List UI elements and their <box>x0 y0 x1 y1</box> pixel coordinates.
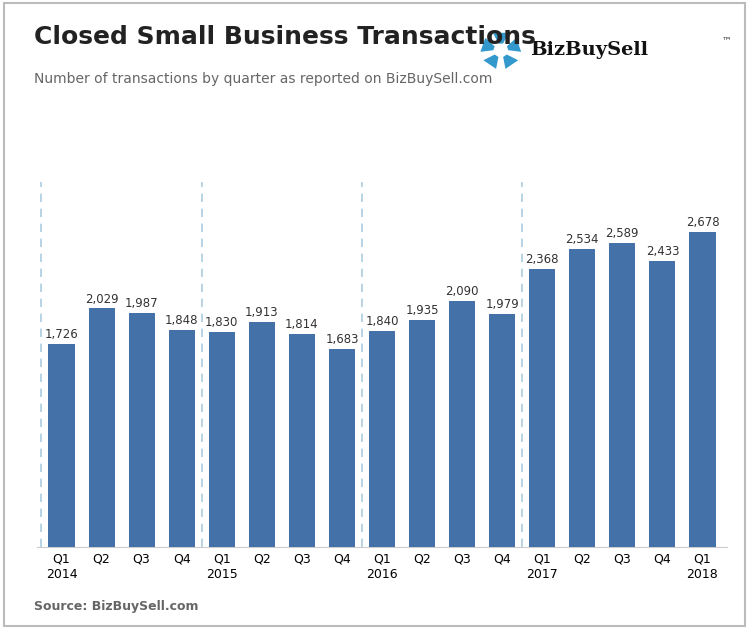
Bar <box>610 243 635 547</box>
Text: Source: BizBuySell.com: Source: BizBuySell.com <box>34 600 198 613</box>
Bar <box>690 232 715 547</box>
Text: 1,840: 1,840 <box>366 314 398 328</box>
Text: 2,589: 2,589 <box>606 226 639 240</box>
Text: Closed Small Business Transactions: Closed Small Business Transactions <box>34 25 536 49</box>
Text: 2,678: 2,678 <box>685 216 719 229</box>
Bar <box>489 314 515 547</box>
Bar <box>329 349 355 547</box>
Text: 2,534: 2,534 <box>565 233 599 246</box>
Bar <box>530 269 555 547</box>
Text: 2,090: 2,090 <box>446 286 479 298</box>
Text: 2,433: 2,433 <box>646 245 679 258</box>
Polygon shape <box>479 36 496 53</box>
Text: 1,987: 1,987 <box>125 298 159 311</box>
Text: 1,830: 1,830 <box>205 316 238 329</box>
Bar <box>209 332 234 547</box>
Text: ™: ™ <box>722 35 732 45</box>
Bar <box>169 330 195 547</box>
Text: 2,368: 2,368 <box>526 253 559 265</box>
Text: Number of transactions by quarter as reported on BizBuySell.com: Number of transactions by quarter as rep… <box>34 72 492 86</box>
Bar <box>649 261 676 547</box>
Bar <box>49 344 74 547</box>
Text: 1,814: 1,814 <box>285 318 318 331</box>
Polygon shape <box>502 53 521 70</box>
Bar <box>129 313 154 547</box>
Bar <box>88 308 115 547</box>
Text: 1,726: 1,726 <box>45 328 79 341</box>
Polygon shape <box>482 53 500 70</box>
Polygon shape <box>491 31 510 45</box>
Text: BizBuySell: BizBuySell <box>530 42 649 59</box>
Text: 2,029: 2,029 <box>85 292 118 306</box>
Text: 1,979: 1,979 <box>485 298 519 311</box>
Text: 1,848: 1,848 <box>165 314 198 327</box>
Bar <box>369 331 395 547</box>
Text: 1,935: 1,935 <box>405 304 439 316</box>
Text: 1,683: 1,683 <box>325 333 359 346</box>
Text: 1,913: 1,913 <box>245 306 279 319</box>
Bar <box>569 249 595 547</box>
Bar <box>289 334 315 547</box>
Bar <box>449 301 475 547</box>
Bar <box>249 322 275 547</box>
Bar <box>409 320 435 547</box>
Polygon shape <box>506 36 523 53</box>
